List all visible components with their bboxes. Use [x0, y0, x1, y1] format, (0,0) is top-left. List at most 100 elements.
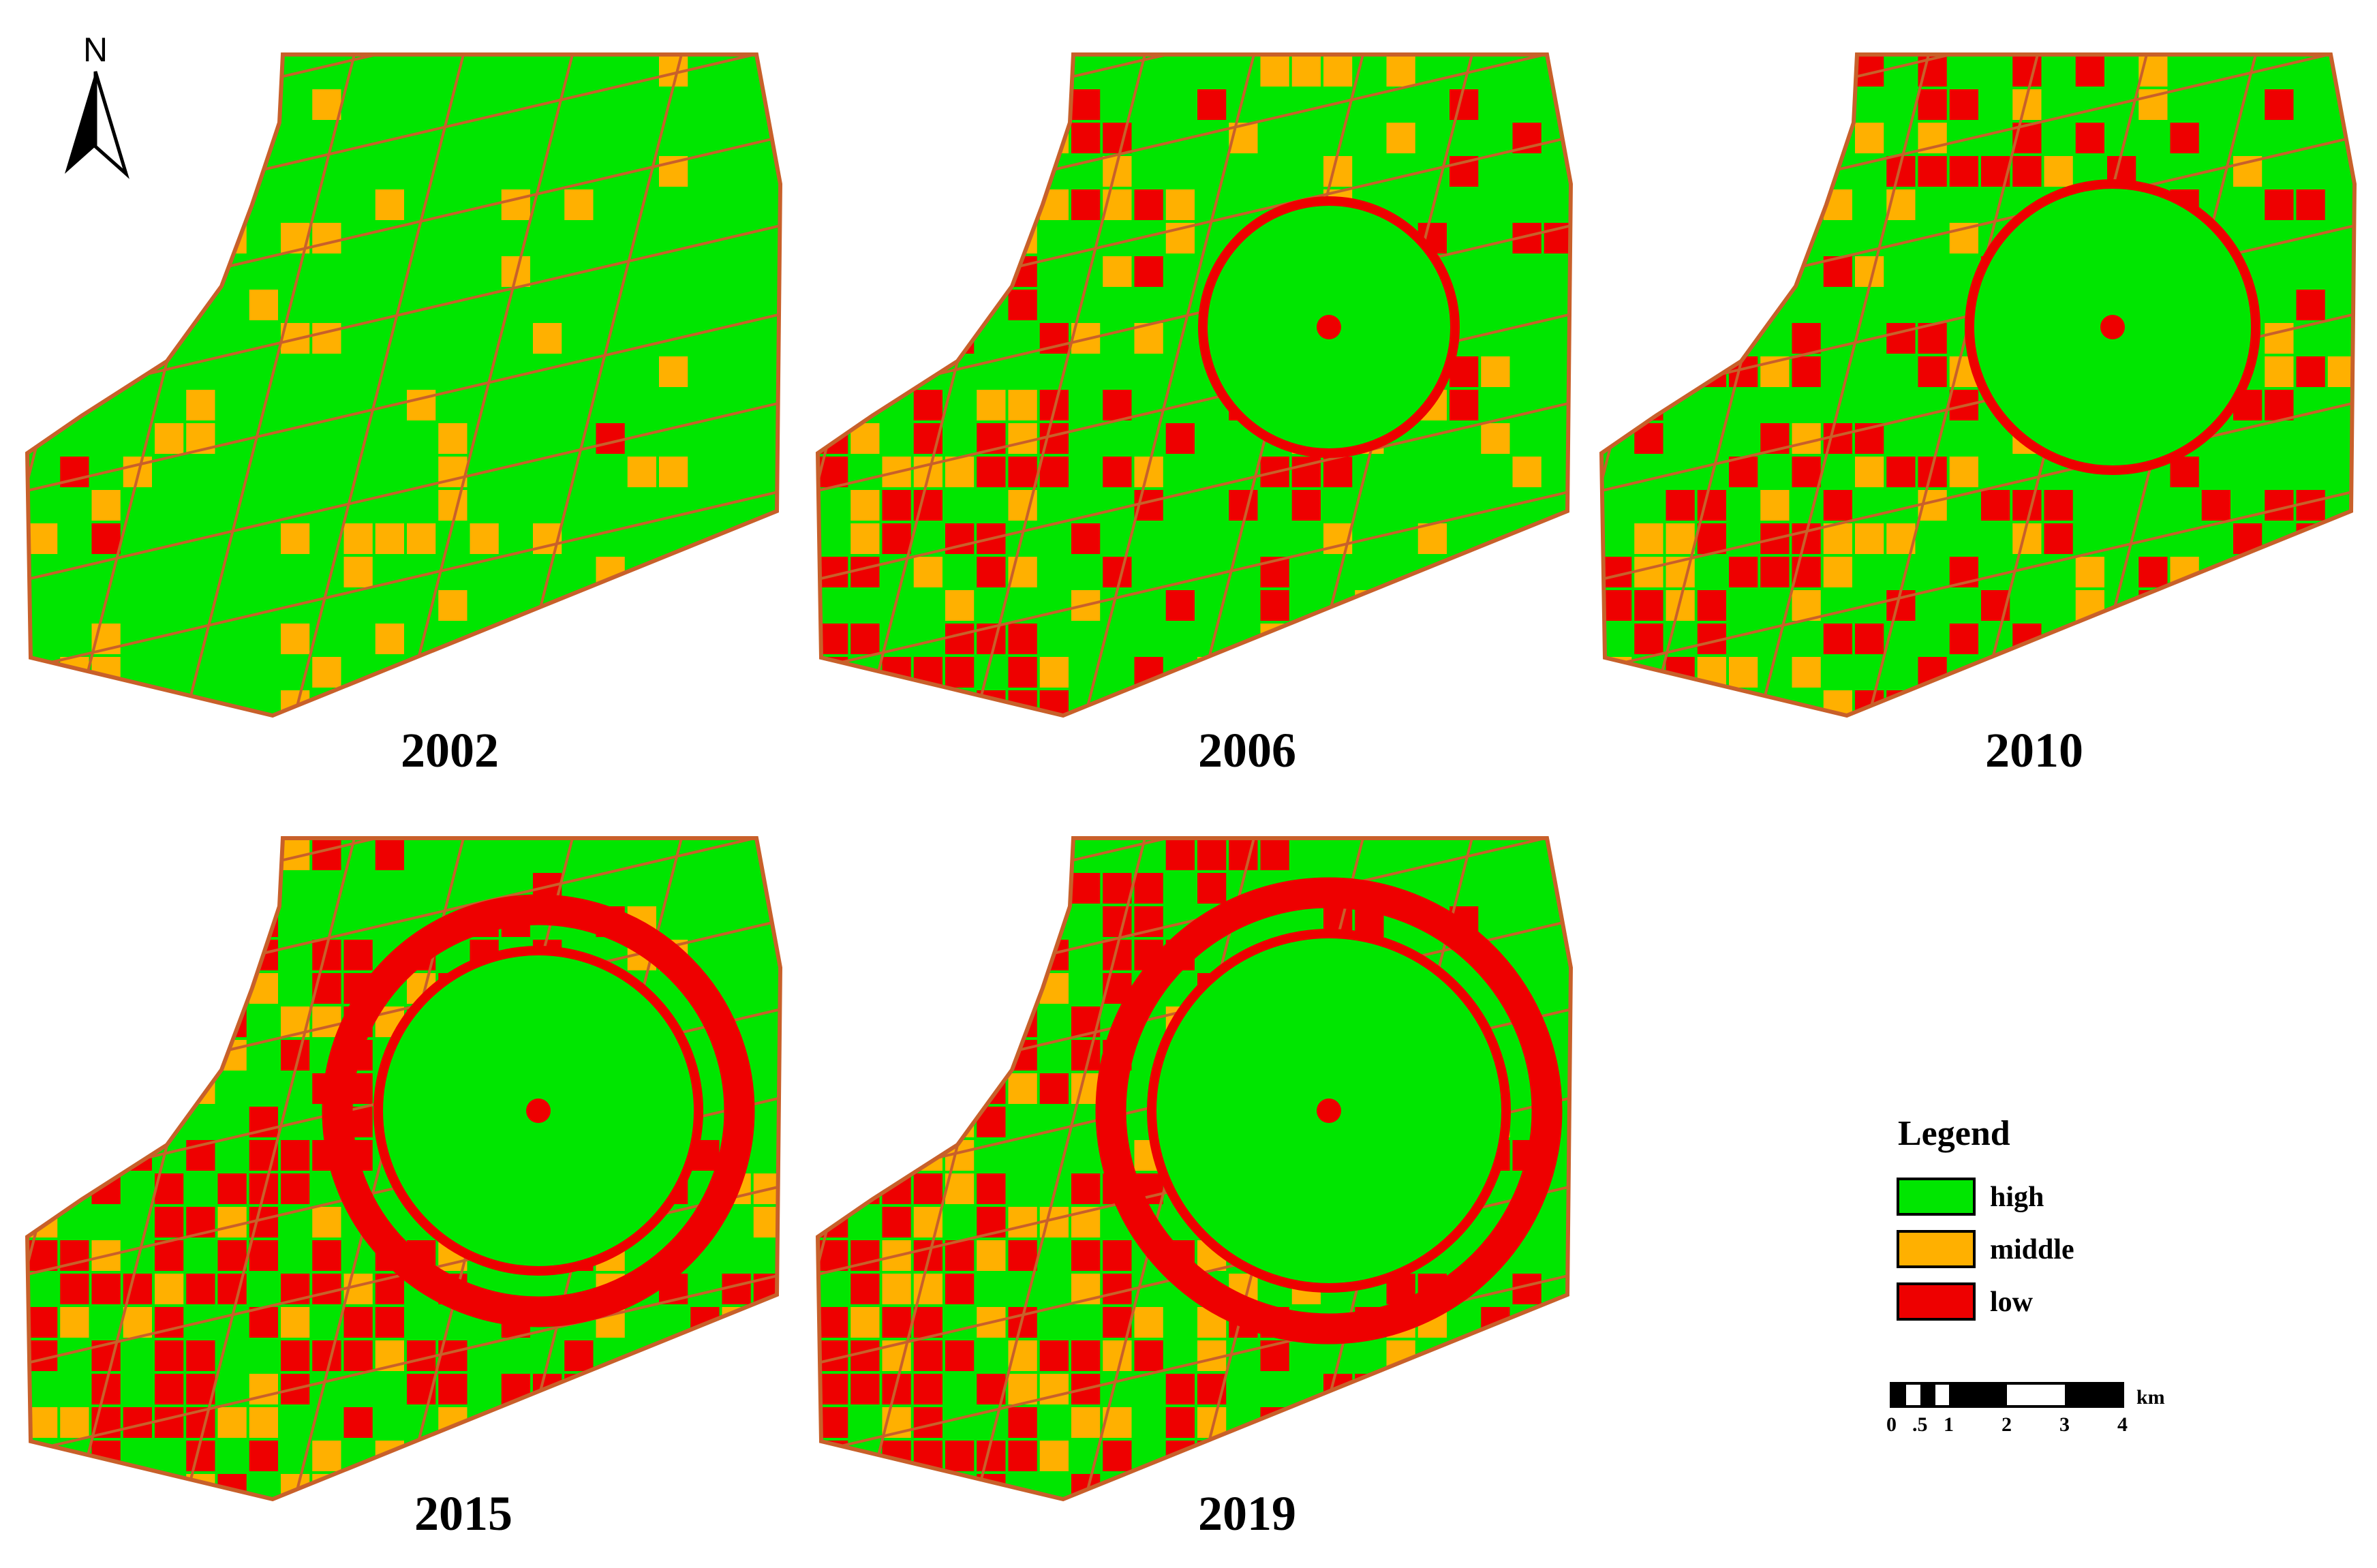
- parcel-low: [29, 1173, 58, 1204]
- parcel-middle: [29, 1474, 58, 1499]
- parcel-low: [2296, 590, 2325, 621]
- parcel-middle: [249, 1407, 278, 1438]
- parcel-low: [850, 123, 880, 153]
- parcel-middle: [977, 390, 1006, 420]
- parcel-middle: [1792, 657, 1821, 688]
- parcel-low: [1165, 840, 1195, 870]
- parcel-low: [1949, 624, 1978, 654]
- parcel-middle: [1008, 423, 1037, 454]
- road-line: [27, 1273, 780, 1453]
- parcel-low: [1697, 189, 1726, 220]
- parcel-low: [312, 1274, 341, 1304]
- parcel-middle: [281, 523, 310, 554]
- parcel-middle: [1260, 56, 1289, 87]
- parcel-low: [2265, 490, 2294, 521]
- parcel-low: [2012, 156, 2042, 187]
- parcel-low: [1697, 156, 1726, 187]
- parcel-middle: [913, 1107, 942, 1137]
- parcel-middle: [186, 1006, 215, 1037]
- parcel-low: [2012, 690, 2042, 716]
- map-panel-2019: [815, 836, 1574, 1502]
- road-line: [27, 55, 29, 716]
- parcel-middle: [882, 56, 911, 87]
- parcel-low: [2265, 89, 2294, 120]
- parcel-low: [1008, 1407, 1037, 1438]
- parcel-middle: [913, 940, 942, 970]
- parcel-middle: [1760, 490, 1790, 521]
- parcel-middle: [249, 290, 278, 320]
- north-label: N: [83, 31, 108, 69]
- parcel-middle: [819, 1040, 848, 1071]
- parcel-low: [1481, 1474, 1510, 1499]
- parcel-middle: [1918, 690, 1947, 716]
- ring-center: [1317, 315, 1341, 339]
- parcel-middle: [155, 1274, 184, 1304]
- parcel-low: [1134, 1474, 1163, 1499]
- parcel-middle: [1450, 1340, 1479, 1371]
- parcel-low: [91, 1274, 121, 1304]
- parcel-low: [819, 1407, 848, 1438]
- parcel-low: [882, 1006, 911, 1037]
- legend-swatch-high: [1897, 1178, 1976, 1216]
- parcel-middle: [913, 1474, 942, 1499]
- parcel-low: [819, 1307, 848, 1338]
- parcel-low: [1323, 1474, 1353, 1499]
- parcel-low: [1949, 690, 1978, 716]
- parcel-middle: [343, 557, 373, 587]
- parcel-middle: [1481, 423, 1510, 454]
- parcel-middle: [533, 323, 562, 354]
- parcel-low: [977, 873, 1006, 904]
- parcel-middle: [91, 1073, 121, 1104]
- parcel-low: [819, 624, 848, 654]
- parcel-middle: [123, 1040, 152, 1071]
- parcel-low: [882, 490, 911, 521]
- parcel-low: [882, 906, 911, 937]
- parcel-middle: [850, 906, 880, 937]
- road-line: [1757, 55, 1930, 716]
- parcel-middle: [91, 906, 121, 937]
- parcel-low: [1603, 590, 1632, 621]
- parcel-low: [850, 156, 880, 187]
- road-line: [1866, 55, 2039, 716]
- parcel-low: [375, 1474, 404, 1499]
- parcel-low: [977, 840, 1006, 870]
- parcel-low: [2044, 657, 2073, 688]
- parcel-middle: [60, 1040, 89, 1071]
- study-area-outline-2006: [815, 52, 1574, 718]
- parcel-low: [1918, 89, 1947, 120]
- parcel-low: [91, 1474, 121, 1499]
- parcel-middle: [217, 1207, 247, 1238]
- scale-tick-1: 1: [1944, 1413, 1954, 1436]
- parcel-middle: [882, 1274, 911, 1304]
- parcel-low: [882, 940, 911, 970]
- parcel-middle: [1417, 523, 1447, 554]
- parcel-low: [438, 1374, 467, 1404]
- parcel-low: [913, 690, 942, 716]
- parcel-low: [155, 1374, 184, 1404]
- parcel-low: [913, 1073, 942, 1104]
- parcel-low: [819, 873, 848, 904]
- parcel-low: [1729, 457, 1758, 487]
- parcel-low: [819, 1474, 848, 1499]
- parcel-low: [1039, 457, 1069, 487]
- parcel-middle: [312, 323, 341, 354]
- parcel-low: [1603, 56, 1632, 87]
- parcel-low: [977, 457, 1006, 487]
- parcel-low: [564, 1407, 594, 1438]
- parcel-low: [2296, 189, 2325, 220]
- parcel-middle: [627, 457, 656, 487]
- parcel-middle: [945, 189, 975, 220]
- road-line: [818, 489, 1571, 669]
- parcel-low: [850, 1474, 880, 1499]
- road-line: [27, 312, 780, 492]
- parcel-middle: [123, 1107, 152, 1137]
- parcel-low: [1008, 156, 1037, 187]
- parcel-middle: [819, 123, 848, 153]
- parcel-middle: [1103, 256, 1132, 287]
- year-label-2010: 2010: [1985, 723, 2083, 778]
- parcel-low: [913, 256, 942, 287]
- parcel-middle: [1760, 89, 1790, 120]
- parcel-low: [91, 873, 121, 904]
- parcel-low: [2233, 590, 2263, 621]
- parcel-low: [1886, 323, 1916, 354]
